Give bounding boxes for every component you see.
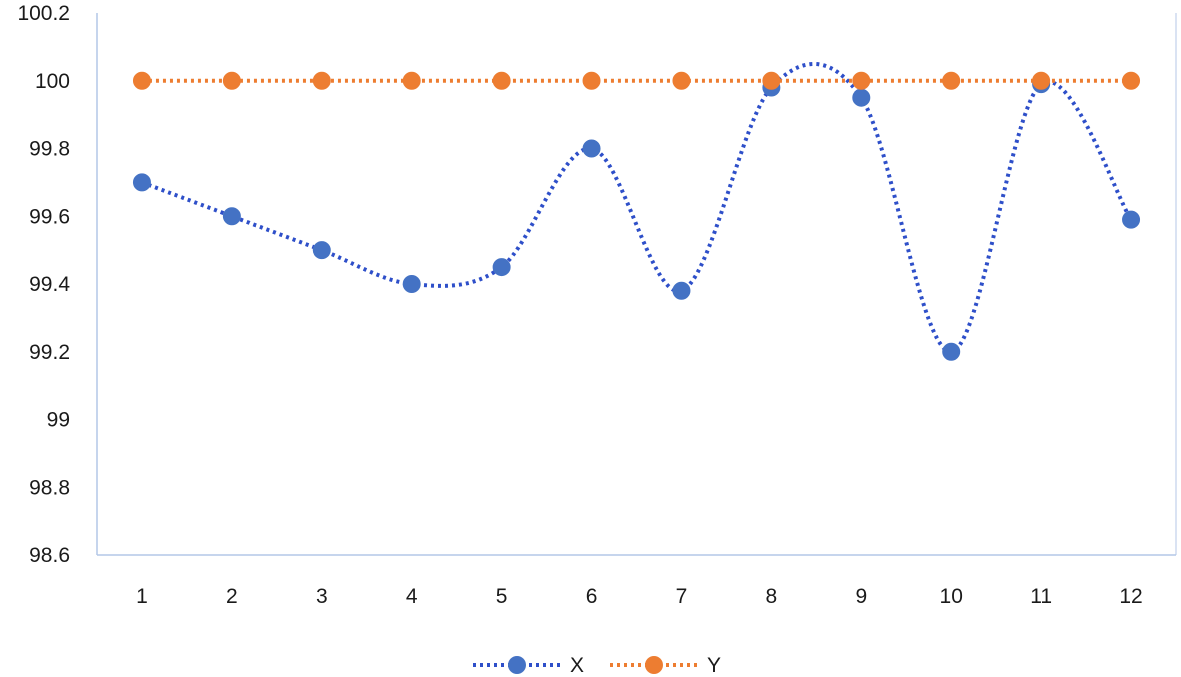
data-point-y	[1032, 71, 1051, 90]
y-tick-label: 98.6	[29, 544, 70, 567]
x-tick-label: 10	[940, 585, 963, 608]
y-tick-label: 100	[35, 70, 70, 93]
data-point-x	[582, 139, 601, 158]
x-tick-label: 5	[496, 585, 508, 608]
x-tick-labels: 1 2 3 4 5 6 7 8 9 10 11 12	[136, 585, 1143, 608]
y-tick-label: 99	[47, 409, 70, 432]
data-point-y	[582, 71, 601, 90]
data-point-y	[492, 71, 511, 90]
y-tick-label: 99.4	[29, 273, 70, 296]
data-point-y	[312, 71, 331, 90]
x-tick-label: 8	[766, 585, 778, 608]
legend-item-x: X	[473, 654, 584, 677]
data-point-x	[312, 241, 331, 260]
data-point-y	[1122, 71, 1141, 90]
data-point-y	[132, 71, 151, 90]
x-tick-label: 3	[316, 585, 328, 608]
y-tick-label: 98.8	[29, 476, 70, 499]
legend-item-y: Y	[610, 654, 721, 677]
data-point-y	[942, 71, 961, 90]
x-tick-label: 6	[586, 585, 598, 608]
legend-label: X	[570, 654, 584, 677]
y-tick-labels: 98.6 98.8 99 99.2 99.4 99.6 99.8 100 100.2	[17, 2, 70, 567]
data-point-y	[402, 71, 421, 90]
data-point-x	[852, 88, 871, 107]
x-tick-label: 11	[1030, 585, 1052, 608]
x-tick-label: 12	[1119, 585, 1142, 608]
data-point-y	[222, 71, 241, 90]
x-tick-label: 2	[226, 585, 238, 608]
legend-marker	[508, 656, 526, 674]
x-tick-label: 1	[136, 585, 148, 608]
y-tick-label: 99.2	[29, 341, 70, 364]
data-point-y	[762, 71, 781, 90]
data-point-x	[672, 281, 691, 300]
plot-area-frame	[96, 13, 1177, 556]
legend-label: Y	[707, 654, 721, 677]
legend-marker	[645, 656, 663, 674]
y-tick-label: 100.2	[17, 2, 70, 25]
y-tick-label: 99.6	[29, 205, 70, 228]
data-point-x	[1122, 210, 1141, 229]
data-point-x	[132, 173, 151, 192]
data-point-x	[402, 275, 421, 293]
x-tick-label: 7	[676, 585, 688, 608]
data-point-x	[942, 342, 961, 361]
x-tick-label: 4	[406, 585, 418, 608]
series-line-x	[141, 62, 1133, 354]
series-lines	[141, 62, 1133, 354]
data-point-x	[222, 207, 241, 226]
data-point-y	[852, 71, 871, 90]
y-tick-label: 99.8	[29, 138, 70, 161]
x-tick-label: 9	[855, 585, 867, 608]
series-markers	[132, 71, 1141, 361]
data-point-y	[672, 71, 691, 90]
data-point-x	[492, 258, 511, 277]
